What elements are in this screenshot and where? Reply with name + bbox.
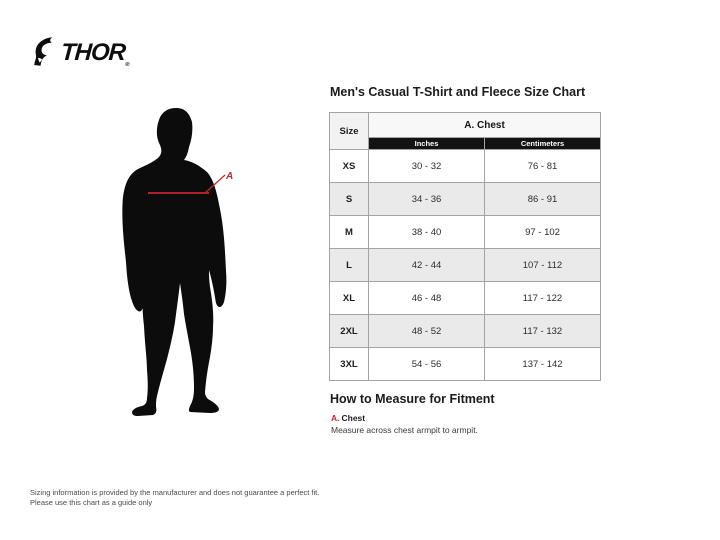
registered-mark: ®: [124, 61, 129, 68]
table-header-group-row: Size A. Chest: [329, 112, 601, 150]
column-header-size: Size: [329, 112, 369, 150]
size-cell: XS: [329, 149, 369, 183]
inches-cell: 46 - 48: [368, 281, 485, 315]
table-row: L 42 - 44 107 - 112: [329, 248, 601, 282]
inches-cell: 30 - 32: [368, 149, 485, 183]
size-cell: 2XL: [329, 314, 369, 348]
brand-logo: THOR®: [31, 36, 129, 68]
size-cell: XL: [329, 281, 369, 315]
centimeters-cell: 97 - 102: [484, 215, 601, 249]
centimeters-cell: 137 - 142: [484, 347, 601, 381]
table-row: XS 30 - 32 76 - 81: [329, 149, 601, 183]
table-row: 3XL 54 - 56 137 - 142: [329, 347, 601, 381]
table-header-units-row: Inches Centimeters: [330, 137, 601, 150]
size-chart-title: Men's Casual T-Shirt and Fleece Size Cha…: [330, 85, 586, 99]
column-header-inches: Inches: [368, 137, 485, 150]
column-header-centimeters: Centimeters: [484, 137, 601, 150]
inches-cell: 48 - 52: [368, 314, 485, 348]
table-row: M 38 - 40 97 - 102: [329, 215, 601, 249]
chest-callout-line: [204, 174, 226, 194]
size-cell: 3XL: [329, 347, 369, 381]
size-chart-table: Size A. Chest Inches Centimeters XS 30 -…: [329, 112, 601, 381]
measure-label-a: A: [225, 171, 233, 182]
table-row: S 34 - 36 86 - 91: [329, 182, 601, 216]
table-row: XL 46 - 48 117 - 122: [329, 281, 601, 315]
centimeters-cell: 86 - 91: [484, 182, 601, 216]
centimeters-cell: 107 - 112: [484, 248, 601, 282]
thor-wordmark-text: THOR: [60, 38, 126, 66]
measure-item-description: Measure across chest armpit to armpit.: [331, 425, 478, 435]
column-header-chest: A. Chest: [368, 112, 601, 138]
centimeters-cell: 117 - 132: [484, 314, 601, 348]
footer-disclaimer: Sizing information is provided by the ma…: [30, 488, 319, 508]
inches-cell: 38 - 40: [368, 215, 485, 249]
size-cell: S: [329, 182, 369, 216]
centimeters-cell: 117 - 122: [484, 281, 601, 315]
male-silhouette-figure: A: [112, 106, 252, 420]
size-cell: M: [329, 215, 369, 249]
measure-heading: How to Measure for Fitment: [330, 392, 495, 406]
centimeters-cell: 76 - 81: [484, 149, 601, 183]
measure-item: A. Chest: [331, 413, 365, 423]
measure-item-key: A.: [331, 413, 340, 423]
inches-cell: 54 - 56: [368, 347, 485, 381]
thor-wordmark: THOR®: [60, 38, 129, 68]
inches-cell: 34 - 36: [368, 182, 485, 216]
inches-cell: 42 - 44: [368, 248, 485, 282]
measure-item-label: Chest: [341, 413, 366, 423]
man-silhouette: [122, 108, 227, 416]
footer-disclaimer-line1: Sizing information is provided by the ma…: [30, 488, 320, 497]
thor-goat-icon: [34, 37, 53, 66]
table-row: 2XL 48 - 52 117 - 132: [329, 314, 601, 348]
footer-disclaimer-line2: Please use this chart as a guide only: [30, 498, 153, 507]
size-cell: L: [329, 248, 369, 282]
